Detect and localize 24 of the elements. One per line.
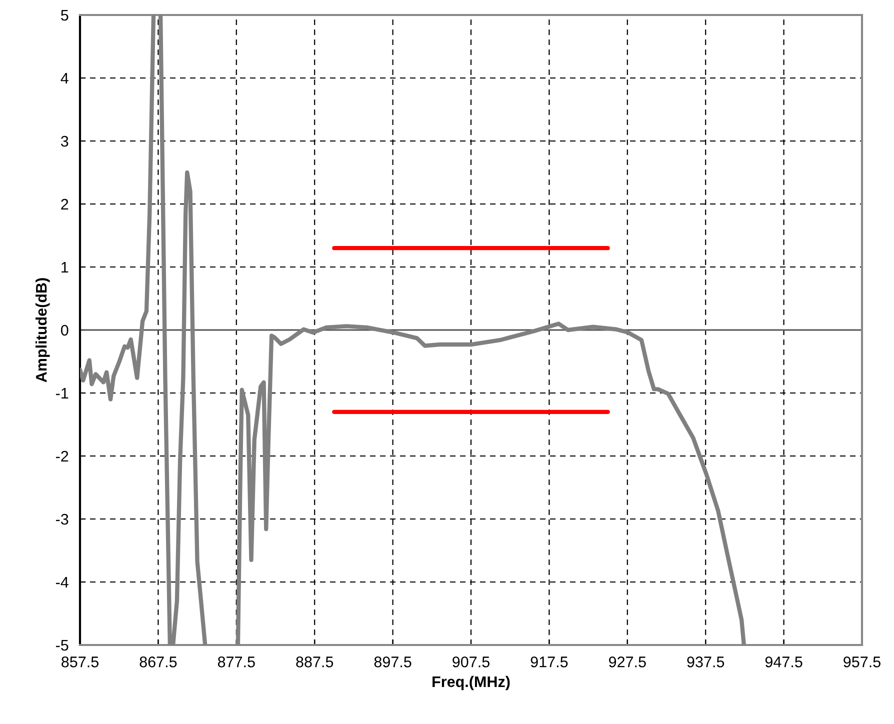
- y-tick-label: 5: [61, 10, 68, 21]
- y-tick-label: -4: [56, 577, 68, 588]
- x-tick-label: 927.5: [609, 656, 646, 668]
- y-tick-label: 3: [60, 136, 68, 147]
- y-tick-label: -1: [56, 388, 68, 399]
- x-tick-label: 937.5: [687, 656, 724, 668]
- x-tick-label: 867.5: [140, 656, 177, 668]
- y-tick-label: 2: [61, 198, 68, 210]
- x-tick-label: 917.5: [530, 656, 568, 668]
- y-tick-label: -3: [56, 514, 68, 525]
- x-tick-label: 957.5: [844, 656, 880, 668]
- x-tick-label: 877.5: [218, 656, 255, 668]
- y-tick-label: -5: [56, 640, 68, 651]
- y-axis-title: Amplitude(dB): [36, 278, 50, 382]
- x-axis-title: Freq.(MHz): [432, 676, 510, 690]
- x-tick-label: 907.5: [452, 656, 490, 668]
- x-tick-label: 887.5: [296, 656, 334, 668]
- x-tick-label: 857.5: [62, 656, 98, 668]
- y-tick-label: 4: [60, 73, 68, 84]
- y-tick-label: 0: [60, 324, 68, 336]
- x-tick-label: 947.5: [765, 656, 802, 668]
- x-tick-label: 897.5: [374, 656, 412, 668]
- y-tick-label: 1: [62, 262, 68, 273]
- y-tick-label: -2: [56, 450, 68, 462]
